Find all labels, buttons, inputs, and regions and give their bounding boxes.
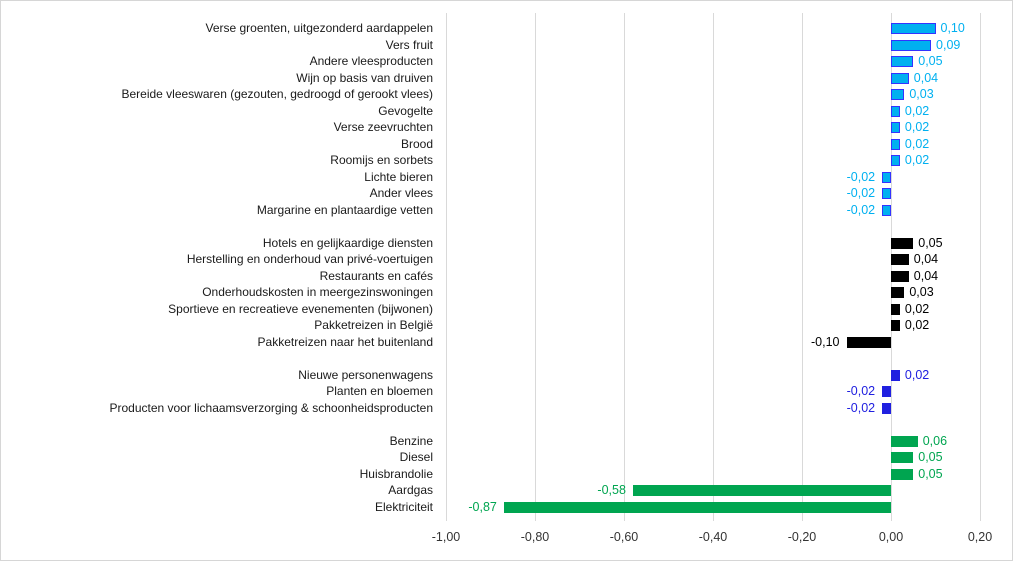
bar: [891, 122, 900, 133]
bar: [891, 254, 909, 265]
value-label: -0,02: [846, 400, 876, 415]
value-label: 0,02: [904, 153, 930, 168]
value-label: 0,05: [918, 450, 943, 465]
category-label: Margarine en plantaardige vetten: [256, 202, 433, 217]
value-label: -0,10: [811, 334, 840, 349]
category-label: Pakketreizen naar het buitenland: [257, 334, 433, 349]
x-axis-tick-label: -0,20: [787, 530, 817, 544]
bar: [882, 204, 891, 216]
x-axis-tick-label: -1,00: [431, 530, 461, 544]
x-axis-tick-label: -0,80: [520, 530, 550, 544]
category-label: Herstelling en onderhoud van privé-voert…: [186, 252, 433, 267]
bar: [891, 270, 909, 282]
bar: [891, 56, 914, 67]
category-label: Aardgas: [388, 483, 433, 498]
x-axis-tick-label: 0,20: [967, 530, 993, 544]
x-axis-tick-label: 0,00: [878, 530, 904, 544]
bar: [891, 105, 900, 117]
bar: [891, 287, 905, 298]
value-label: 0,09: [936, 37, 961, 52]
x-axis-tick-label: -0,60: [609, 530, 639, 544]
category-label: Onderhoudskosten in meergezinswoningen: [202, 285, 433, 300]
bar: [891, 435, 918, 447]
category-label: Verse groenten, uitgezonderd aardappelen: [205, 21, 433, 36]
x-gridline: [535, 13, 536, 521]
category-label: Ander vlees: [369, 186, 433, 201]
bar: [891, 39, 932, 51]
value-label: 0,04: [913, 268, 939, 283]
x-gridline: [624, 13, 625, 521]
bar: [891, 72, 909, 84]
x-gridline: [713, 13, 714, 521]
value-label: -0,02: [846, 169, 876, 184]
category-label: Wijn op basis van druiven: [296, 70, 433, 85]
value-label: 0,04: [913, 70, 939, 85]
value-label: 0,02: [904, 367, 930, 382]
bar: [891, 320, 900, 331]
category-label: Pakketreizen in België: [314, 318, 433, 333]
value-label: 0,02: [904, 120, 930, 135]
category-label: Planten en bloemen: [326, 384, 433, 399]
bar: [891, 452, 914, 463]
bar: [891, 89, 905, 100]
category-label: Producten voor lichaamsverzorging & scho…: [109, 400, 433, 415]
value-label: 0,04: [913, 252, 939, 267]
x-axis-tick-label: -0,40: [698, 530, 728, 544]
bar: [891, 138, 900, 150]
bar: [882, 386, 891, 397]
value-label: 0,02: [904, 136, 930, 151]
category-label: Nieuwe personenwagens: [298, 367, 433, 382]
value-label: 0,05: [918, 54, 943, 69]
bar: [846, 336, 891, 348]
bar: [882, 402, 891, 414]
bar: [882, 171, 891, 183]
bar: [891, 303, 900, 315]
value-label: -0,02: [846, 202, 876, 217]
value-label: 0,02: [904, 318, 930, 333]
value-label: 0,10: [940, 21, 965, 36]
bar: [503, 501, 891, 513]
category-label: Diesel: [399, 450, 433, 465]
bar: [632, 485, 891, 496]
category-label: Brood: [400, 136, 433, 151]
value-label: 0,05: [918, 466, 943, 481]
category-label: Sportieve en recreatieve evenementen (bi…: [168, 301, 433, 316]
category-label: Hotels en gelijkaardige diensten: [262, 235, 433, 250]
value-label: 0,03: [909, 87, 934, 102]
value-label: -0,02: [846, 186, 876, 201]
category-label: Benzine: [389, 433, 433, 448]
bar: [891, 155, 900, 166]
bar: [891, 468, 914, 480]
value-label: -0,02: [846, 384, 876, 399]
category-label: Lichte bieren: [364, 169, 433, 184]
category-label: Andere vleesproducten: [309, 54, 433, 69]
x-gridline: [802, 13, 803, 521]
category-label: Vers fruit: [385, 37, 433, 52]
value-label: 0,02: [904, 103, 930, 118]
bar: [891, 237, 914, 249]
bar: [882, 188, 891, 199]
value-label: 0,03: [909, 285, 934, 300]
value-label: 0,02: [904, 301, 930, 316]
bar: [891, 23, 936, 34]
category-label: Gevogelte: [378, 103, 433, 118]
value-label: -0,87: [468, 499, 497, 514]
category-label: Restaurants en cafés: [319, 268, 433, 283]
category-label: Huisbrandolie: [359, 466, 433, 481]
bar: [891, 369, 900, 381]
value-label: -0,58: [597, 483, 626, 498]
x-gridline: [891, 13, 892, 521]
value-label: 0,06: [922, 433, 948, 448]
x-gridline: [980, 13, 981, 521]
category-label: Elektriciteit: [374, 499, 433, 514]
category-label: Roomijs en sorbets: [330, 153, 433, 168]
category-label: Verse zeevruchten: [333, 120, 433, 135]
value-label: 0,05: [918, 235, 943, 250]
category-label: Bereide vleeswaren (gezouten, gedroogd o…: [121, 87, 433, 102]
x-gridline: [446, 13, 447, 521]
